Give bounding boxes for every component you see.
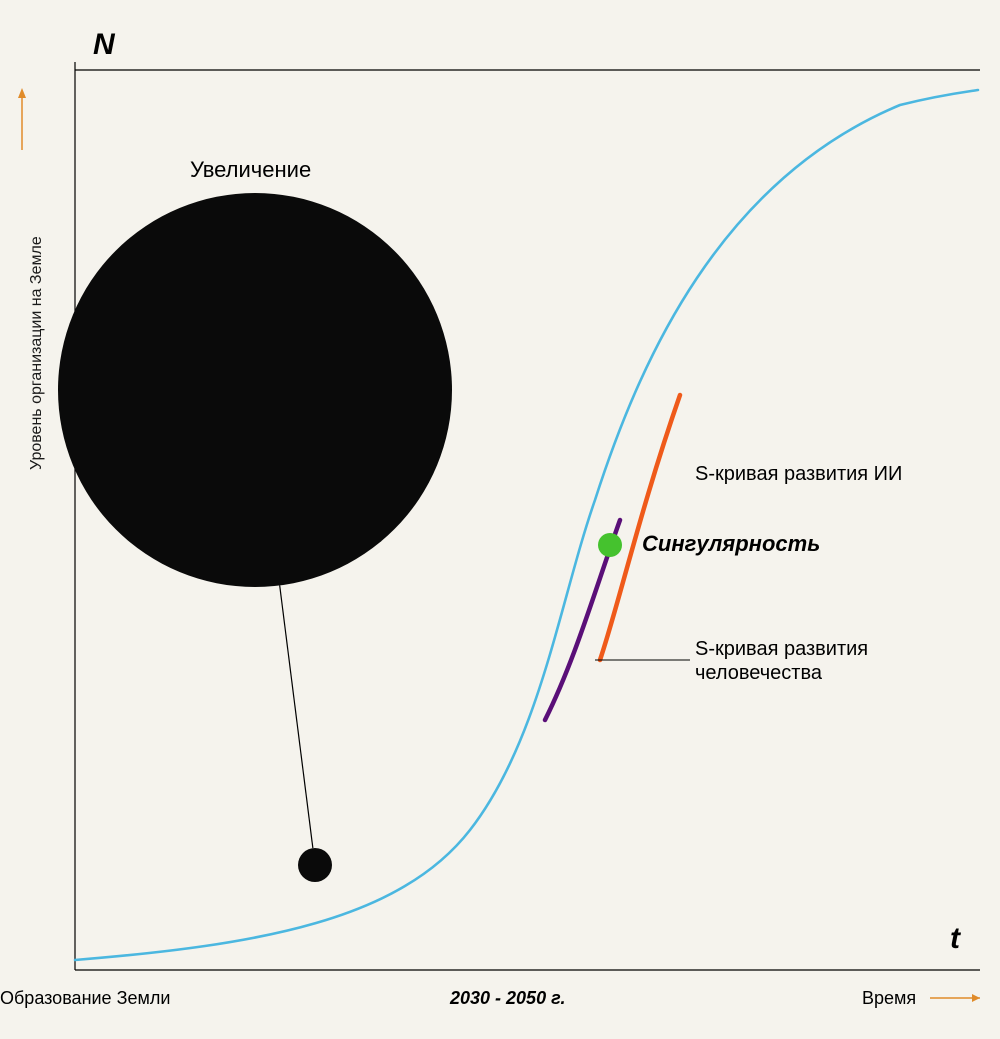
magnifier-source-dot	[298, 848, 332, 882]
x-right-label: Время	[862, 988, 916, 1009]
axis-label-t: t	[950, 922, 960, 956]
singularity-dot	[598, 533, 622, 557]
ai-curve-label: S-кривая развития ИИ	[695, 463, 902, 486]
human-curve-label-1: S-кривая развития	[695, 638, 868, 661]
human-curve-label-2: человечества	[695, 662, 822, 685]
x-origin-label: Образование Земли	[0, 988, 170, 1009]
singularity-label: Сингулярность	[642, 531, 820, 557]
x-mid-label: 2030 - 2050 г.	[450, 988, 565, 1009]
y-axis-label: Уровень организации на Земле	[28, 236, 46, 470]
axis-label-n: N	[93, 28, 115, 62]
magnifier-title: Увеличение	[190, 157, 311, 183]
magnifier-lens	[58, 193, 452, 587]
